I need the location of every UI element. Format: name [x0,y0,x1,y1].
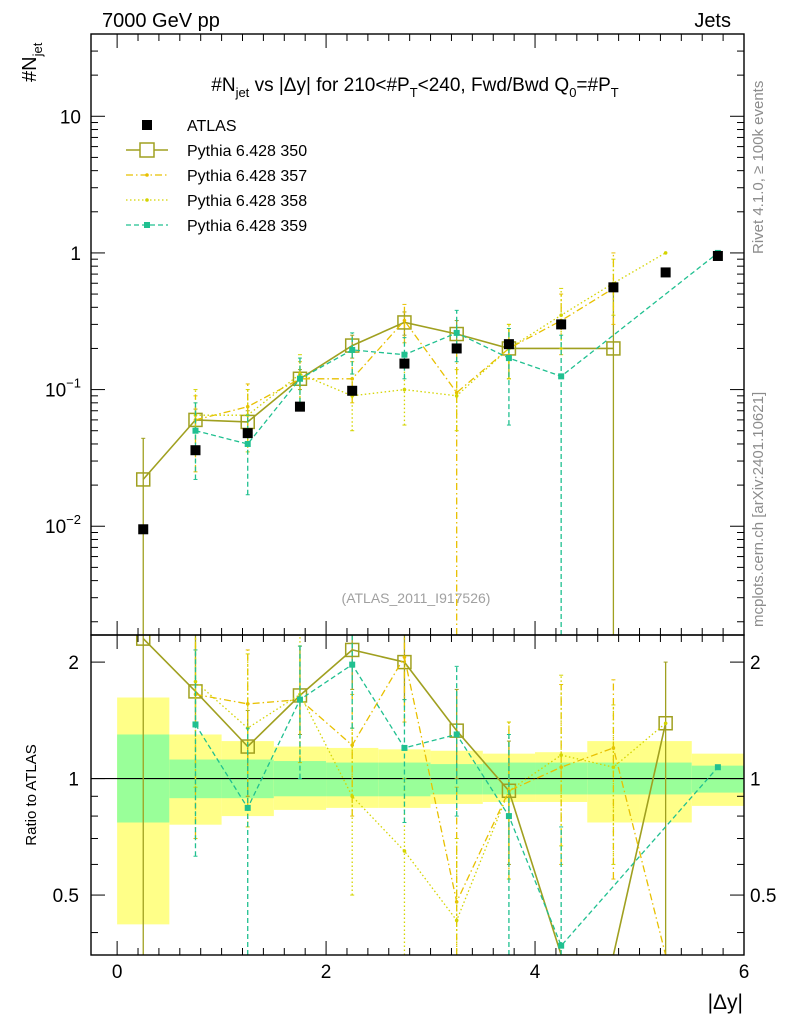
x-tick-label: 4 [530,962,541,983]
data-point [505,355,512,362]
data-point [402,318,407,323]
ratio-y-tick-label-left: 2 [68,653,79,674]
data-point [401,744,408,751]
atlas-data-point [242,428,253,439]
main-plot-series [135,249,723,635]
atlas-data-point [503,339,514,350]
legend-marker [144,222,150,228]
analysis-watermark: (ATLAS_2011_I917526) [342,590,491,606]
data-point [402,655,407,659]
legend: ATLAS Pythia 6.428 350 Pythia 6.428 357 Pyt… [126,118,307,235]
header-right: Jets [694,10,731,32]
data-point [558,373,565,380]
data-point [349,346,356,353]
series-line [195,681,667,922]
data-point [350,376,355,381]
data-point [296,696,303,703]
atlas-data-point [294,401,305,412]
data-point [559,313,563,318]
side-text-bottom: mcplots.cern.ch [arXiv:2401.10621] [750,392,767,627]
legend-label: Pythia 6.428 357 [187,168,307,185]
atlas-data-point [347,385,358,396]
data-point [606,341,621,356]
x-tick-label: 2 [321,962,332,983]
data-point [714,764,721,771]
series-line [195,252,666,416]
legend-marker [142,120,152,130]
series-line [195,655,667,955]
data-point [350,794,355,799]
data-point [663,721,668,726]
data-point [349,661,356,668]
data-point [454,918,459,923]
series-line [142,321,614,480]
legend-marker [145,198,149,202]
ratio-y-tick-label-right: 1 [750,770,761,791]
data-point [453,731,460,738]
data-point [135,635,151,646]
ratio-plot-series [135,635,721,955]
legend-marker [145,173,149,177]
main-plot-title: #Njet vs |Δy| for 210<#PT<240, Fwd/Bwd Q… [211,75,619,100]
y-tick-label: 1 [70,244,81,265]
side-text-top: Rivet 4.1.0, ≥ 100k events [750,81,767,254]
data-point [296,375,303,382]
data-point [454,394,459,398]
atlas-data-point [712,250,723,261]
data-point [244,440,251,447]
data-point [454,390,459,395]
data-point [611,765,616,770]
atlas-data-point [399,358,410,369]
data-point [245,702,250,706]
atlas-data-point [556,319,567,330]
data-point [192,427,199,434]
ratio-y-tick-label-right: 0.5 [750,886,776,907]
x-axis-label: |Δy| [708,991,743,1014]
ratio-y-axis-label: Ratio to ATLAS [23,744,40,845]
data-point [559,765,563,770]
main-y-axis-label: #Njet [19,42,45,82]
legend-label: Pythia 6.428 359 [187,218,307,235]
header-left: 7000 GeV pp [102,10,220,32]
ratio-plot-frame [90,634,745,956]
data-point [658,715,673,731]
data-point [559,753,563,757]
data-point [401,351,408,358]
data-point [135,472,151,487]
data-point [505,813,512,820]
data-point [244,804,251,811]
data-point [402,387,407,392]
y-tick-label: 10 [60,107,81,128]
ratio-y-tick-label-left: 0.5 [53,886,79,907]
ratio-y-tick-label-right: 2 [750,653,761,674]
data-point [397,315,412,330]
legend-label: Pythia 6.428 350 [187,143,307,160]
atlas-data-point [138,524,149,535]
data-point [402,849,407,853]
data-point [663,251,668,255]
data-point [558,942,565,949]
data-point [453,329,460,336]
y-tick-label: 10−1 [45,376,81,402]
atlas-data-point [451,343,462,354]
data-point [350,743,355,747]
legend-label: Pythia 6.428 358 [187,193,307,210]
data-point [192,721,199,728]
x-tick-label: 0 [112,962,123,983]
legend-label: ATLAS [187,118,237,135]
atlas-data-point [608,282,619,293]
x-tick-label: 6 [739,962,750,983]
axes-frame: 10−2 10−1 1 10 0.5 0.5 1 1 2 2 0 2 4 6 [45,33,776,983]
atlas-data-point [660,267,671,278]
atlas-data-point [190,445,201,456]
ratio-y-tick-label-left: 1 [68,770,79,791]
y-tick-label: 10−2 [45,512,81,538]
data-point [193,679,198,684]
legend-marker [139,142,155,158]
